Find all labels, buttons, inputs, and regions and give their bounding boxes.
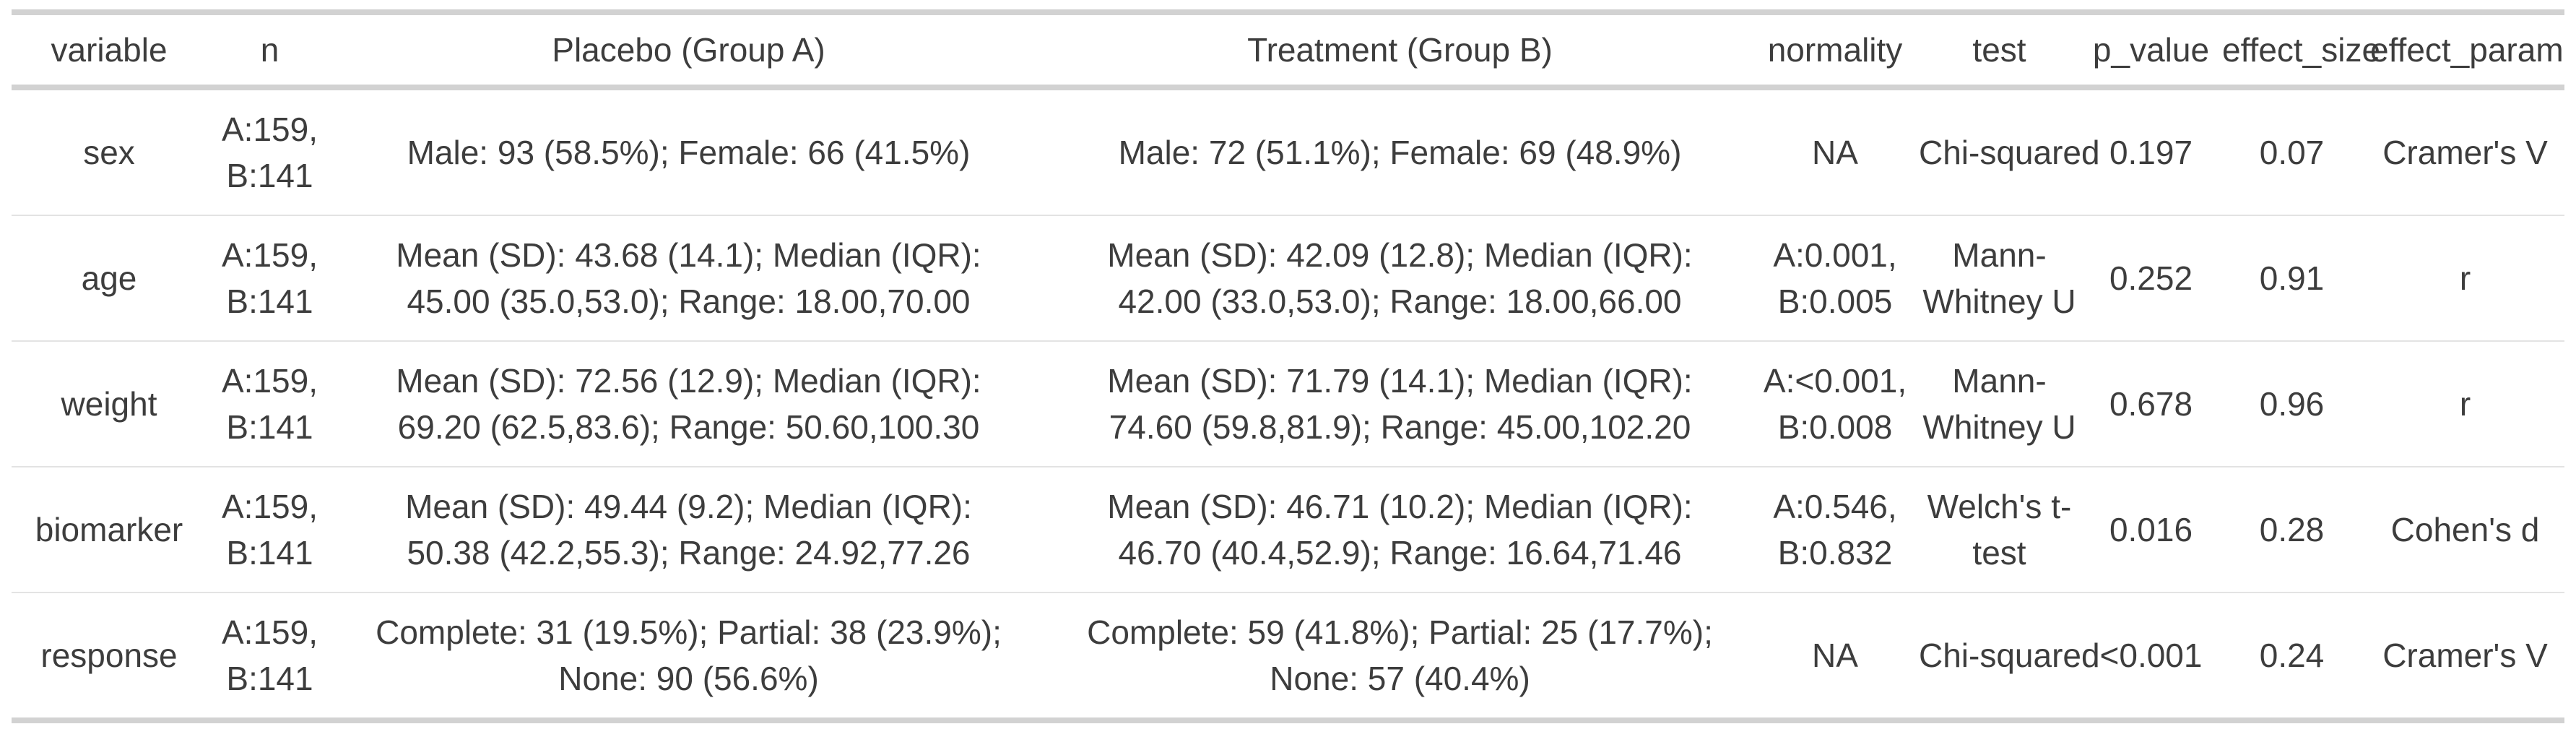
table-row-response: response A:159, B:141 Complete: 31 (19.5…	[12, 592, 2564, 720]
cell-n: A:159, B:141	[207, 466, 333, 592]
cell-p-value: 0.678	[2084, 340, 2218, 467]
cell-n: A:159, B:141	[207, 215, 333, 341]
cell-placebo: Mean (SD): 72.56 (12.9); Median (IQR): 6…	[333, 340, 1044, 467]
cell-effect-param: r	[2366, 340, 2564, 467]
cell-n: A:159, B:141	[207, 592, 333, 720]
header-row: variable n Placebo (Group A) Treatment (…	[12, 12, 2564, 90]
cell-p-value: 0.197	[2109, 133, 2193, 171]
cell-effect-size: 0.28	[2218, 466, 2366, 592]
cell-normality: A:0.546, B:0.832	[1756, 466, 1914, 592]
cell-placebo: Mean (SD): 49.44 (9.2); Median (IQR): 50…	[333, 466, 1044, 592]
cell-p-value: 0.252	[2084, 215, 2218, 341]
cell-n: A:159, B:141	[222, 110, 318, 194]
cell-variable: sex	[83, 133, 135, 171]
cell-normality: NA	[1812, 133, 1858, 171]
cell-treatment: Complete: 59 (41.8%); Partial: 25 (17.7%…	[1044, 592, 1756, 720]
table-row-age: age A:159, B:141 Mean (SD): 43.68 (14.1)…	[12, 215, 2564, 341]
column-header-effect-param: effect_param	[2366, 12, 2564, 90]
cell-placebo: Mean (SD): 43.68 (14.1); Median (IQR): 4…	[333, 215, 1044, 341]
cell-variable: response	[12, 592, 207, 720]
cell-effect-param: Cramer's V	[2382, 133, 2548, 171]
cell-test: Mann- Whitney U	[1914, 340, 2084, 467]
cell-effect-size: 0.07	[2259, 133, 2325, 171]
cell-effect-param: r	[2366, 215, 2564, 341]
statistical-summary-table: variable n Placebo (Group A) Treatment (…	[12, 9, 2564, 723]
cell-normality: A:0.001, B:0.005	[1756, 215, 1914, 341]
cell-effect-size: 0.24	[2218, 592, 2366, 720]
cell-treatment: Male: 72 (51.1%); Female: 69 (48.9%)	[1118, 133, 1682, 171]
column-header-normality: normality	[1756, 12, 1914, 90]
column-header-p-value: p_value	[2084, 12, 2218, 90]
cell-variable: age	[12, 215, 207, 341]
cell-test: Chi-squared	[1919, 133, 2100, 171]
cell-treatment: Mean (SD): 71.79 (14.1); Median (IQR): 7…	[1044, 340, 1756, 467]
cell-variable: weight	[12, 340, 207, 467]
cell-treatment: Mean (SD): 46.71 (10.2); Median (IQR): 4…	[1044, 466, 1756, 592]
cell-test: Chi-squared	[1914, 592, 2100, 720]
column-header-test: test	[1914, 12, 2084, 90]
cell-normality: NA	[1756, 592, 1914, 720]
cell-variable: biomarker	[12, 466, 207, 592]
cell-effect-size: 0.96	[2218, 340, 2366, 467]
table-row-weight: weight A:159, B:141 Mean (SD): 72.56 (12…	[12, 340, 2564, 467]
cell-n: A:159, B:141	[207, 340, 333, 467]
cell-test: Welch's t- test	[1914, 466, 2084, 592]
cell-p-value: 0.016	[2084, 466, 2218, 592]
cell-test: Mann- Whitney U	[1914, 215, 2084, 341]
cell-placebo: Complete: 31 (19.5%); Partial: 38 (23.9%…	[333, 592, 1044, 720]
column-header-treatment: Treatment (Group B)	[1044, 12, 1756, 90]
cell-effect-size: 0.91	[2218, 215, 2366, 341]
column-header-variable: variable	[12, 12, 207, 90]
table-row-sex: sex A:159, B:141 Male: 93 (58.5%); Femal…	[12, 87, 2564, 215]
cell-treatment: Mean (SD): 42.09 (12.8); Median (IQR): 4…	[1044, 215, 1756, 341]
table-row-biomarker: biomarker A:159, B:141 Mean (SD): 49.44 …	[12, 466, 2564, 592]
cell-p-value: <0.001	[2084, 592, 2218, 720]
column-header-placebo: Placebo (Group A)	[333, 12, 1044, 90]
column-header-n: n	[207, 12, 333, 90]
cell-effect-param: Cohen's d	[2366, 466, 2564, 592]
cell-effect-param: Cramer's V	[2366, 592, 2564, 720]
cell-normality: A:<0.001, B:0.008	[1756, 340, 1914, 467]
cell-placebo: Male: 93 (58.5%); Female: 66 (41.5%)	[407, 133, 971, 171]
column-header-effect-size: effect_size	[2218, 12, 2380, 90]
